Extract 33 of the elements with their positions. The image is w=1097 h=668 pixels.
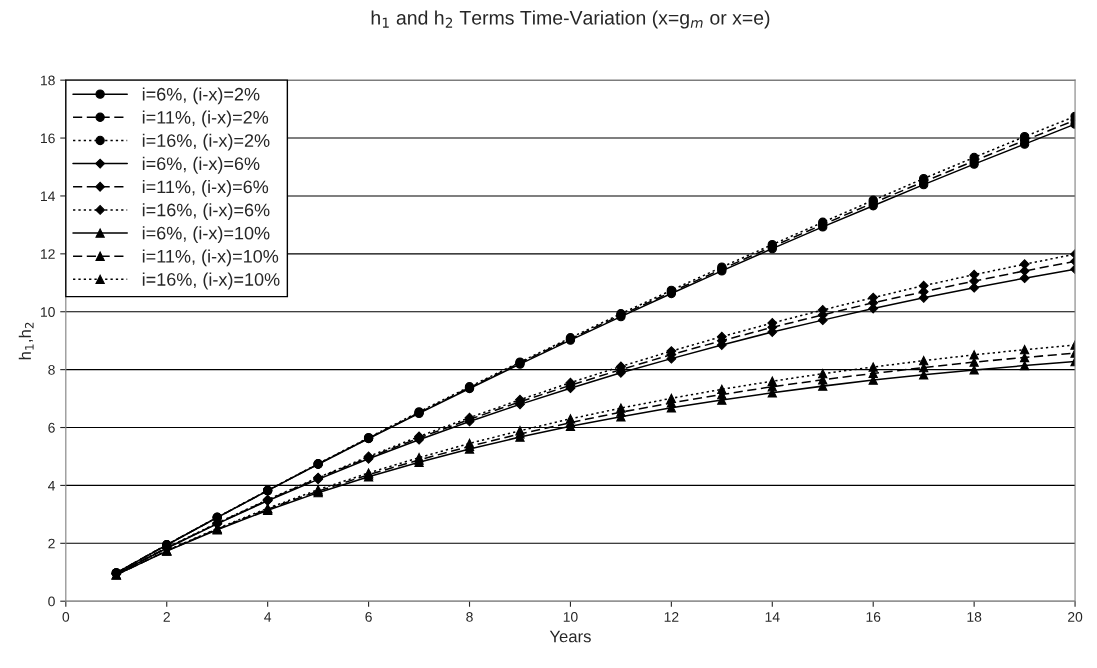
y-tick-label: 14 [41,191,55,201]
x-axis-title: Years [549,630,591,643]
legend-label: i=11%, (i-x)=6% [142,179,269,197]
x-tick-label: 18 [967,611,982,622]
y-axis-title: h$_{1}$,h$_{2}$ [18,322,34,360]
y-tick-label: 8 [48,364,55,375]
y-tick-label: 6 [48,422,55,433]
legend-label: i=16%, (i-x)=10% [142,272,280,290]
legend-label: i=16%, (i-x)=2% [142,133,270,151]
y-tick-label: 0 [48,596,55,607]
x-tick-label: 2 [163,611,170,622]
x-tick-label: 16 [866,611,881,622]
x-tick-label: 12 [664,611,679,622]
legend-label: i=11%, (i-x)=10% [142,249,279,267]
x-tick-label: 4 [264,612,272,622]
y-tick-label: 10 [41,307,55,317]
legend-label: i=11%, (i-x)=2% [142,110,269,128]
x-tick-label: 6 [365,611,372,622]
x-tick-label: 14 [765,612,780,622]
legend-label: i=6%, (i-x)=6% [142,156,260,174]
y-tick-label: 18 [41,75,55,86]
chart-title: h$_{1}$ and h$_{2}$ Terms Time-Variation (x=g$_{m}$ or x=e) [371,10,770,29]
legend-label: i=6%, (i-x)=2% [142,87,260,105]
y-tick-label: 16 [41,133,55,144]
x-tick-label: 0 [62,611,70,622]
x-tick-label: 10 [563,611,578,622]
y-tick-label: 4 [48,480,55,491]
legend-label: i=16%, (i-x)=6% [142,203,270,220]
x-tick-label: 8 [466,611,473,622]
y-tick-label: 12 [41,249,55,259]
legend-label: i=6%, (i-x)=10% [142,226,270,244]
x-tick-label: 20 [1068,611,1083,622]
y-tick-label: 2 [48,538,55,549]
